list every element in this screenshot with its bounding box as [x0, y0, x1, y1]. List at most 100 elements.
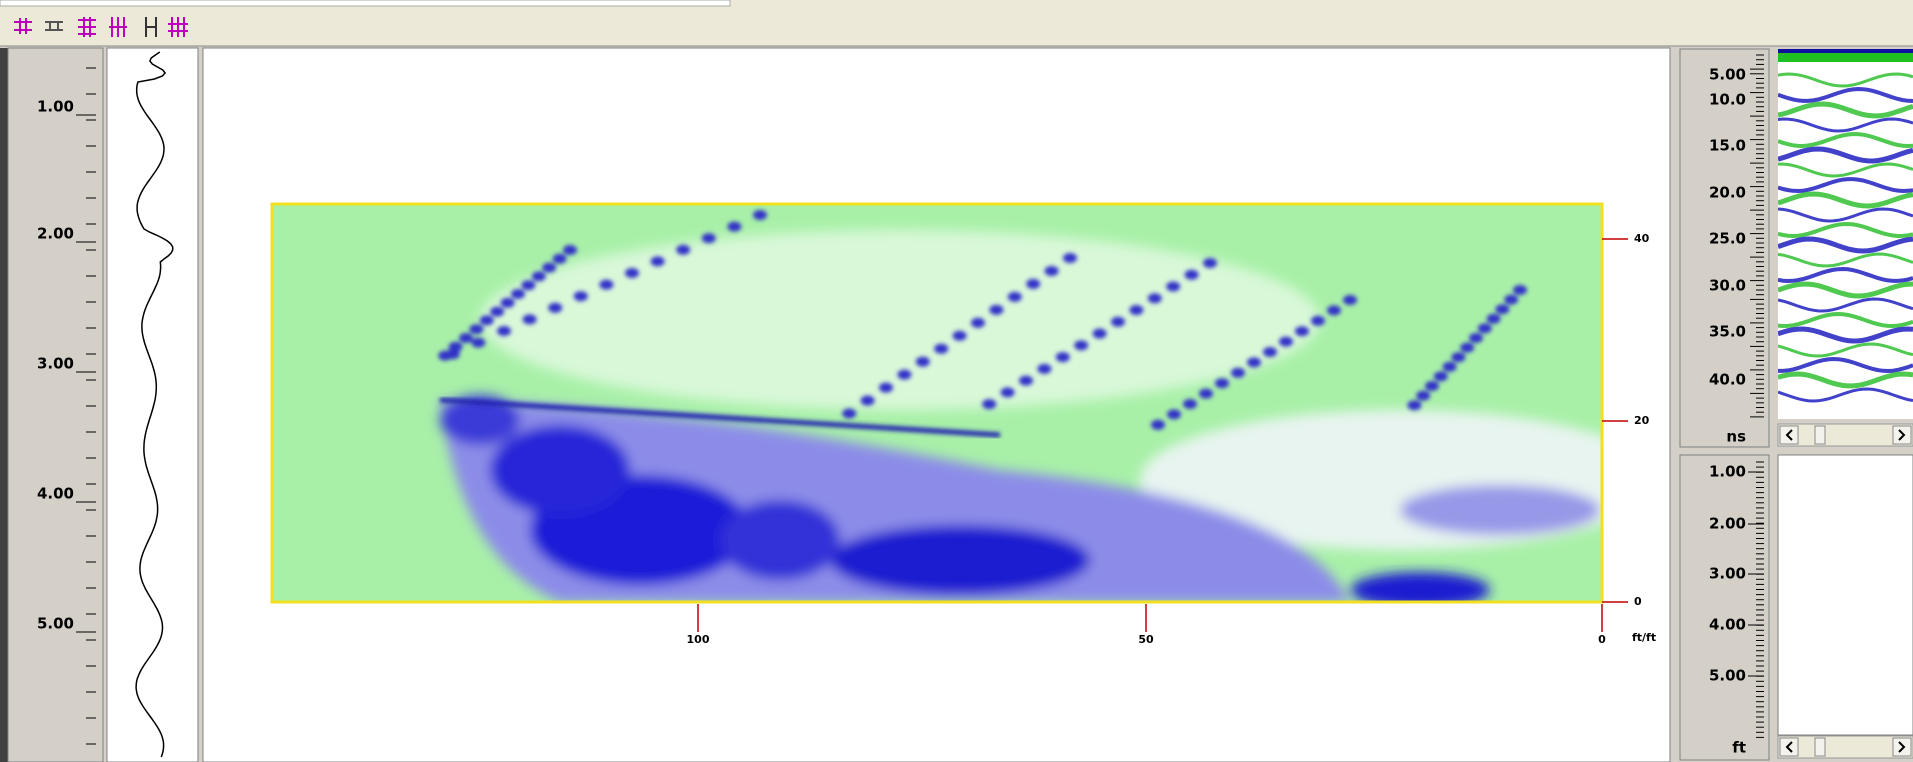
ruler-label: 35.0 [1709, 323, 1746, 341]
distance-ruler [1679, 454, 1770, 761]
ruler-label: 5.00 [1709, 667, 1746, 685]
reflection [1007, 291, 1022, 302]
reflection [1295, 326, 1309, 337]
title-strip [0, 0, 731, 7]
axis-label: 20 [1634, 414, 1650, 427]
reflection [1055, 352, 1070, 363]
reflection-band [1778, 101, 1913, 119]
reflection-band [1778, 371, 1913, 389]
axis-label: 50 [1138, 633, 1154, 646]
toolbar [0, 0, 1913, 46]
ruler-label: 40.0 [1709, 371, 1746, 389]
ruler-label: 1.00 [1709, 463, 1746, 481]
ruler-label: 30.0 [1709, 277, 1746, 295]
reflection [1442, 361, 1457, 372]
ruler-label: 10.0 [1709, 91, 1746, 109]
axis-unit: ft/ft [1632, 631, 1656, 644]
reflection-band [1778, 191, 1913, 209]
reflection [552, 253, 567, 264]
reflection [471, 337, 486, 348]
reflection [952, 330, 967, 341]
reflection-band [1778, 356, 1913, 374]
reflection [1184, 269, 1199, 280]
reflection [1215, 378, 1229, 389]
reflection [650, 256, 665, 267]
axis-label: 0 [1598, 633, 1606, 646]
reflection [1460, 342, 1475, 353]
reflection [1026, 278, 1041, 289]
reflection [469, 324, 484, 335]
h-scrollbar[interactable] [1777, 735, 1913, 759]
reflection [1513, 285, 1527, 295]
h-scrollbar[interactable] [1777, 423, 1913, 447]
reflection [563, 245, 577, 255]
reflection-band [1778, 146, 1913, 164]
reflection-band [1778, 252, 1913, 268]
ruler-label: 3.00 [1709, 565, 1746, 583]
reflection [1183, 399, 1197, 409]
ruler-label: 20.0 [1709, 184, 1746, 202]
reflection [1263, 347, 1277, 357]
reflection [548, 302, 563, 313]
reflection [1486, 313, 1501, 324]
reflection [1451, 352, 1466, 363]
ruler-label: 15.0 [1709, 137, 1746, 155]
reflection [860, 395, 875, 406]
waveform [135, 51, 174, 758]
reflection [1074, 340, 1089, 351]
reflection [676, 244, 691, 255]
reflection [1203, 258, 1217, 268]
ruler-label: 3.00 [37, 355, 74, 373]
reflection-band [1778, 236, 1913, 254]
reflection [599, 279, 614, 290]
reflection [753, 210, 767, 220]
ruler-label: 25.0 [1709, 230, 1746, 248]
reflection [497, 326, 511, 336]
reflection [879, 382, 893, 393]
reflection [1311, 315, 1325, 326]
edge [0, 48, 8, 762]
ruler-label: 1.00 [37, 98, 74, 116]
reflection [625, 268, 639, 278]
distance-view [1777, 454, 1913, 736]
reflection [1433, 371, 1448, 382]
reflection [573, 291, 588, 302]
profile-image [1778, 49, 1913, 403]
ruler-unit: ft [1732, 739, 1746, 757]
reflection [1231, 367, 1245, 378]
reflection-band [1778, 297, 1913, 313]
reflection [1343, 295, 1357, 305]
reflection [511, 289, 525, 299]
ruler-label: 2.00 [1709, 515, 1746, 533]
reflection [1000, 387, 1015, 398]
reflection-band [1778, 117, 1913, 133]
reflection-band [1778, 207, 1913, 223]
reflection-band [1778, 221, 1913, 239]
reflection [982, 399, 997, 410]
surface-band [1778, 49, 1913, 53]
ruler-label: 4.00 [1709, 616, 1746, 634]
reflection [934, 343, 949, 354]
reflection [701, 233, 716, 244]
reflection [897, 369, 912, 380]
reflection-band [1778, 311, 1913, 329]
reflection [1044, 265, 1059, 276]
reflection [842, 408, 857, 419]
plan-border [270, 202, 1604, 604]
reflection [1063, 253, 1077, 263]
reflection [1247, 357, 1261, 368]
surface-band [1778, 52, 1913, 62]
reflection [500, 297, 515, 308]
reflection-band [1778, 162, 1913, 178]
reflection [1111, 316, 1125, 327]
reflection [1416, 390, 1431, 401]
reflection [1147, 293, 1162, 304]
toolbar-icons[interactable] [14, 17, 188, 37]
axis-label: 100 [687, 633, 710, 646]
axis-label: 40 [1634, 232, 1650, 245]
reflection-band [1778, 387, 1913, 403]
reflection-band [1778, 342, 1913, 358]
reflection [1495, 304, 1510, 315]
